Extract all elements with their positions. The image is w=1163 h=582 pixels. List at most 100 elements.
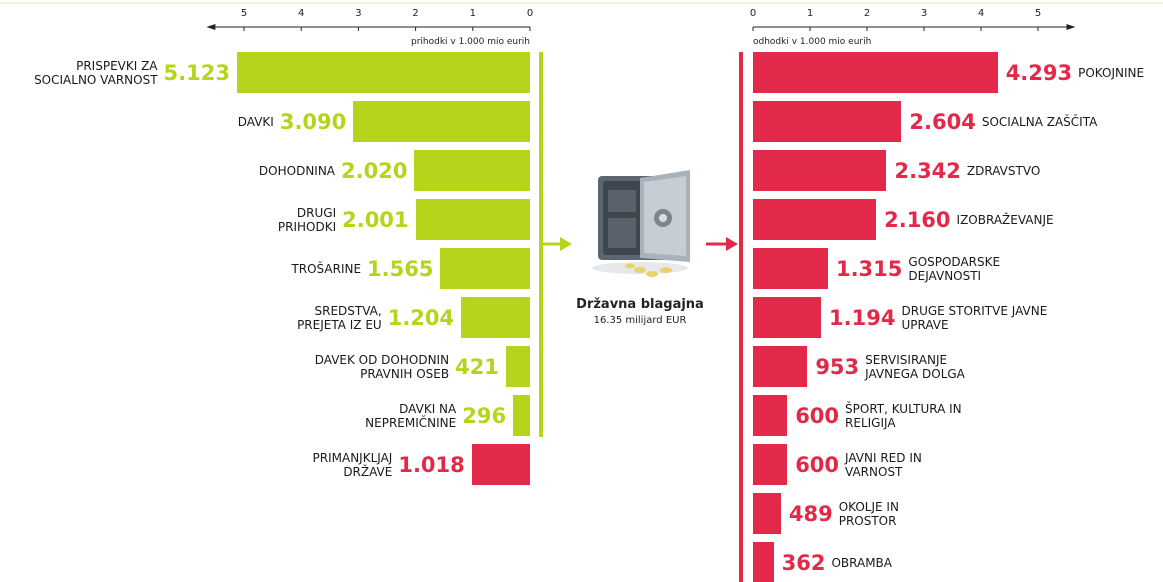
page: Državna blagajna 16.35 milijard EUR 0 1 2 3… xyxy=(0,0,1163,582)
bar xyxy=(461,297,530,338)
bar xyxy=(753,150,886,191)
bar xyxy=(753,395,787,436)
category-label: SREDSTVA, PREJETA IZ EU xyxy=(297,304,382,332)
axis-label: odhodki v 1.000 mio eurih xyxy=(753,37,871,47)
category-label: ŠPORT, KULTURA IN RELIGIJA xyxy=(845,402,962,430)
category-label: ZDRAVSTVO xyxy=(967,164,1040,178)
bar-label-group: 2.604 SOCIALNA ZAŠČITA xyxy=(909,101,1097,142)
value-label: 2.342 xyxy=(894,159,960,183)
category-label: TROŠARINE xyxy=(291,262,361,276)
value-label: 489 xyxy=(789,502,833,526)
axis-label: prihodki v 1.000 mio eurih xyxy=(411,37,530,47)
value-label: 600 xyxy=(795,453,839,477)
x-tick-label: 5 xyxy=(1035,8,1041,19)
bar xyxy=(753,101,901,142)
x-axis-arrow xyxy=(206,24,215,30)
bar-label-group: DOHODNINA2.020 xyxy=(259,150,408,191)
category-label: SERVISIRANJE JAVNEGA DOLGA xyxy=(865,353,965,381)
category-label: IZOBRAŽEVANJE xyxy=(957,213,1054,227)
bar xyxy=(753,493,781,534)
bar-label-group: PRISPEVKI ZA SOCIALNO VARNOST 5.123 xyxy=(34,52,230,93)
x-tick-label: 3 xyxy=(355,8,361,19)
bar xyxy=(753,542,774,582)
category-label: SOCIALNA ZAŠČITA xyxy=(982,115,1097,129)
bar-label-group: DRUGI PRIHODKI2.001 xyxy=(278,199,409,240)
value-label: 2.001 xyxy=(342,208,408,232)
bar xyxy=(753,297,821,338)
bar xyxy=(440,248,530,289)
category-label: JAVNI RED IN VARNOST xyxy=(845,451,922,479)
bar xyxy=(472,444,530,485)
value-label: 1.018 xyxy=(398,453,464,477)
category-label: DRUGE STORITVE JAVNE UPRAVE xyxy=(901,304,1047,332)
category-label: DRUGI PRIHODKI xyxy=(278,206,336,234)
value-label: 2.020 xyxy=(341,159,407,183)
value-label: 2.604 xyxy=(909,110,975,134)
safe-icon xyxy=(592,170,690,277)
infographic: Državna blagajna 16.35 milijard EUR 0 1 2 3… xyxy=(0,0,1163,582)
bar-label-group: 2.342 ZDRAVSTVO xyxy=(894,150,1040,191)
bar xyxy=(753,248,828,289)
category-label: DAVEK OD DOHODNIN PRAVNIH OSEB xyxy=(315,353,449,381)
bar xyxy=(753,52,998,93)
bar xyxy=(753,199,876,240)
x-tick-label: 3 xyxy=(921,8,927,19)
category-label: POKOJNINE xyxy=(1078,66,1144,80)
value-label: 4.293 xyxy=(1006,61,1072,85)
bar xyxy=(414,150,530,191)
value-label: 5.123 xyxy=(164,61,230,85)
bar-label-group: 2.160 IZOBRAŽEVANJE xyxy=(884,199,1054,240)
x-tick-label: 2 xyxy=(412,8,418,19)
category-label: PRISPEVKI ZA SOCIALNO VARNOST xyxy=(34,59,157,87)
value-label: 1.565 xyxy=(367,257,433,281)
bar xyxy=(237,52,530,93)
category-label: GOSPODARSKE DEJAVNOSTI xyxy=(908,255,1000,283)
x-tick-label: 2 xyxy=(864,8,870,19)
x-tick-label: 1 xyxy=(807,8,813,19)
category-label: DAVKI NA NEPREMIČNINE xyxy=(365,402,456,430)
bar-label-group: TROŠARINE 1.565 xyxy=(291,248,433,289)
revenue-arrowhead xyxy=(560,237,572,251)
x-axis-arrow xyxy=(1067,24,1076,30)
x-tick-label: 5 xyxy=(241,8,247,19)
value-label: 3.090 xyxy=(280,110,346,134)
bar xyxy=(753,346,807,387)
x-tick-label: 1 xyxy=(470,8,476,19)
bar xyxy=(753,444,787,485)
bar xyxy=(353,101,530,142)
center-title: Državna blagajna xyxy=(560,297,720,312)
value-label: 1.194 xyxy=(829,306,895,330)
value-label: 600 xyxy=(795,404,839,428)
x-tick-label: 4 xyxy=(978,8,984,19)
category-label: DAVKI xyxy=(238,115,274,129)
bar xyxy=(506,346,530,387)
value-label: 1.315 xyxy=(836,257,902,281)
center-subtitle: 16.35 milijard EUR xyxy=(560,315,720,326)
value-label: 1.204 xyxy=(388,306,454,330)
category-label: OKOLJE IN PROSTOR xyxy=(839,500,899,528)
category-label: PRIMANJKLJAJ DRŽAVE xyxy=(313,451,393,479)
bar-label-group: 362 OBRAMBA xyxy=(782,542,892,582)
bar-label-group: DAVKI 3.090 xyxy=(238,101,347,142)
x-tick-label: 0 xyxy=(527,8,533,19)
value-label: 362 xyxy=(782,551,826,575)
x-tick-label: 4 xyxy=(298,8,304,19)
bar xyxy=(513,395,530,436)
bar xyxy=(416,199,530,240)
value-label: 953 xyxy=(815,355,859,379)
x-tick-label: 0 xyxy=(750,8,756,19)
category-label: OBRAMBA xyxy=(831,556,892,570)
value-label: 2.160 xyxy=(884,208,950,232)
bar-label-group: 4.293 POKOJNINE xyxy=(1006,52,1144,93)
value-label: 421 xyxy=(455,355,499,379)
